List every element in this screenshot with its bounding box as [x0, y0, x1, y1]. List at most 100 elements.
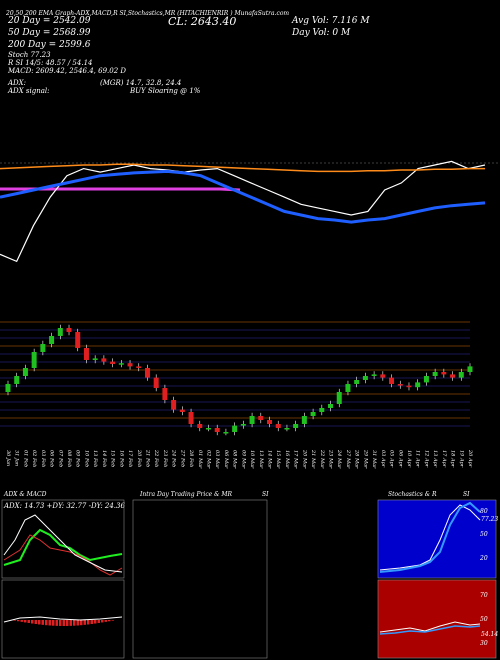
rsi-signal-line — [379, 625, 481, 635]
candle-date-33: 17 Mar — [293, 450, 299, 469]
adx-minus-line — [3, 534, 123, 576]
candle-date-16: 21 Feb — [144, 449, 150, 467]
macd-bar-21 — [83, 620, 86, 625]
candle-body-16 — [144, 368, 150, 378]
macd-bar-27 — [104, 620, 107, 622]
close-label: CL: 2643.40 — [168, 15, 237, 28]
rsi-tick-50: 50 — [480, 616, 488, 623]
candle-body-29 — [258, 416, 264, 420]
macd-bar-13 — [55, 620, 58, 626]
stoch-tick-20: 20 — [480, 555, 488, 562]
candle-body-5 — [49, 336, 55, 344]
ema-series-1 — [0, 169, 486, 224]
stoch-frame — [377, 499, 497, 579]
adx-plus-line — [3, 528, 123, 566]
candle-date-8: 09 Feb — [75, 450, 81, 467]
candle-body-20 — [179, 409, 185, 412]
candle-body-13 — [118, 363, 124, 365]
candle-date-30: 14 Mar — [267, 450, 273, 469]
candle-date-19: 24 Feb — [171, 449, 177, 467]
stoch-tick-50: 50 — [480, 531, 488, 538]
candle-date-38: 24 Mar — [336, 449, 342, 469]
candle-body-41 — [362, 376, 368, 380]
macd-bar-17 — [69, 620, 72, 626]
candle-body-52 — [458, 372, 464, 378]
candle-body-46 — [406, 385, 412, 388]
candle-body-3 — [31, 352, 37, 368]
macd-bar-18 — [73, 620, 76, 626]
adx-line — [3, 514, 123, 573]
macd-bar-5 — [27, 620, 30, 623]
candle-body-24 — [214, 428, 220, 432]
candle-chart: 30 Jan 31 Jan 01 Feb 02 Feb 03 Feb 06 Feb 07 F… — [0, 321, 473, 469]
candle-date-1: 31 Jan — [14, 450, 20, 466]
candle-date-45: 06 Apr — [397, 450, 403, 468]
candle-body-37 — [328, 404, 334, 408]
ema-chart — [0, 160, 500, 263]
candle-date-15: 20 Feb — [136, 449, 142, 467]
candle-body-33 — [293, 424, 299, 428]
candle-date-32: 16 Mar — [284, 450, 290, 469]
macd-bar-9 — [41, 620, 44, 625]
candle-body-42 — [371, 374, 377, 376]
candle-body-4 — [40, 344, 46, 352]
avg-vol-label: Avg Vol: 7.116 M — [292, 16, 370, 26]
candle-body-23 — [205, 428, 211, 430]
candle-date-39: 27 Mar — [345, 449, 351, 469]
adx-signal-label: ADX signal: — [8, 87, 50, 95]
macd-bar-4 — [24, 620, 27, 623]
stoch-label: Stoch 77.23 — [8, 51, 51, 59]
ema50-label: 50 Day = 2568.99 — [8, 28, 91, 38]
candle-date-40: 28 Mar — [354, 449, 360, 469]
candle-body-50 — [441, 372, 447, 375]
candle-body-45 — [397, 384, 403, 386]
candle-date-25: 06 Mar — [223, 450, 229, 469]
candle-body-39 — [345, 384, 351, 392]
candle-date-2: 01 Feb — [22, 450, 28, 467]
macd-bar-3 — [20, 620, 23, 622]
macd-bar-28 — [108, 620, 111, 622]
buy-label: BUY Sloaring @ 1% — [130, 87, 201, 95]
candle-date-17: 22 Feb — [153, 449, 159, 467]
candle-date-3: 02 Feb — [31, 450, 37, 467]
macd-bar-14 — [59, 620, 62, 626]
adx-frame — [1, 499, 125, 579]
candle-body-12 — [110, 361, 116, 364]
candle-date-31: 15 Mar — [275, 450, 281, 469]
candle-date-50: 17 Apr — [441, 450, 447, 468]
ema200-label: 200 Day = 2599.6 — [8, 40, 91, 50]
candle-body-34 — [301, 416, 307, 424]
macd-frame — [1, 579, 125, 659]
candle-body-22 — [197, 424, 203, 428]
candle-date-36: 22 Mar — [319, 449, 325, 469]
stoch-d-line — [379, 501, 481, 573]
candle-body-31 — [275, 424, 281, 428]
candle-body-44 — [389, 377, 395, 384]
candle-body-40 — [354, 380, 360, 384]
candle-body-11 — [101, 358, 107, 362]
candle-date-51: 18 Apr — [450, 450, 456, 468]
candle-date-9: 10 Feb — [83, 450, 89, 467]
candle-date-47: 11 Apr — [415, 450, 421, 468]
candle-date-12: 15 Feb — [110, 450, 116, 467]
macd-bar-22 — [87, 620, 90, 625]
candle-body-35 — [310, 412, 316, 416]
candle-date-44: 05 Apr — [389, 450, 395, 468]
ema20-label: 20 Day = 2542.09 — [8, 16, 91, 26]
rsi-tick-30: 30 — [480, 640, 488, 647]
candle-body-9 — [83, 348, 89, 360]
rsi-line — [379, 621, 481, 633]
candle-body-28 — [249, 416, 255, 424]
candle-body-32 — [284, 428, 290, 430]
macd-bar-1 — [13, 620, 16, 621]
macd-line — [3, 616, 123, 623]
macd-bar-7 — [34, 620, 37, 625]
macd-bar-25 — [97, 620, 100, 623]
candle-date-52: 19 Apr — [458, 450, 464, 468]
candle-body-51 — [450, 374, 456, 378]
candle-date-27: 09 Mar — [240, 450, 246, 469]
candle-body-27 — [240, 424, 246, 426]
candle-body-49 — [432, 372, 438, 376]
candle-date-6: 07 Feb — [57, 450, 63, 467]
